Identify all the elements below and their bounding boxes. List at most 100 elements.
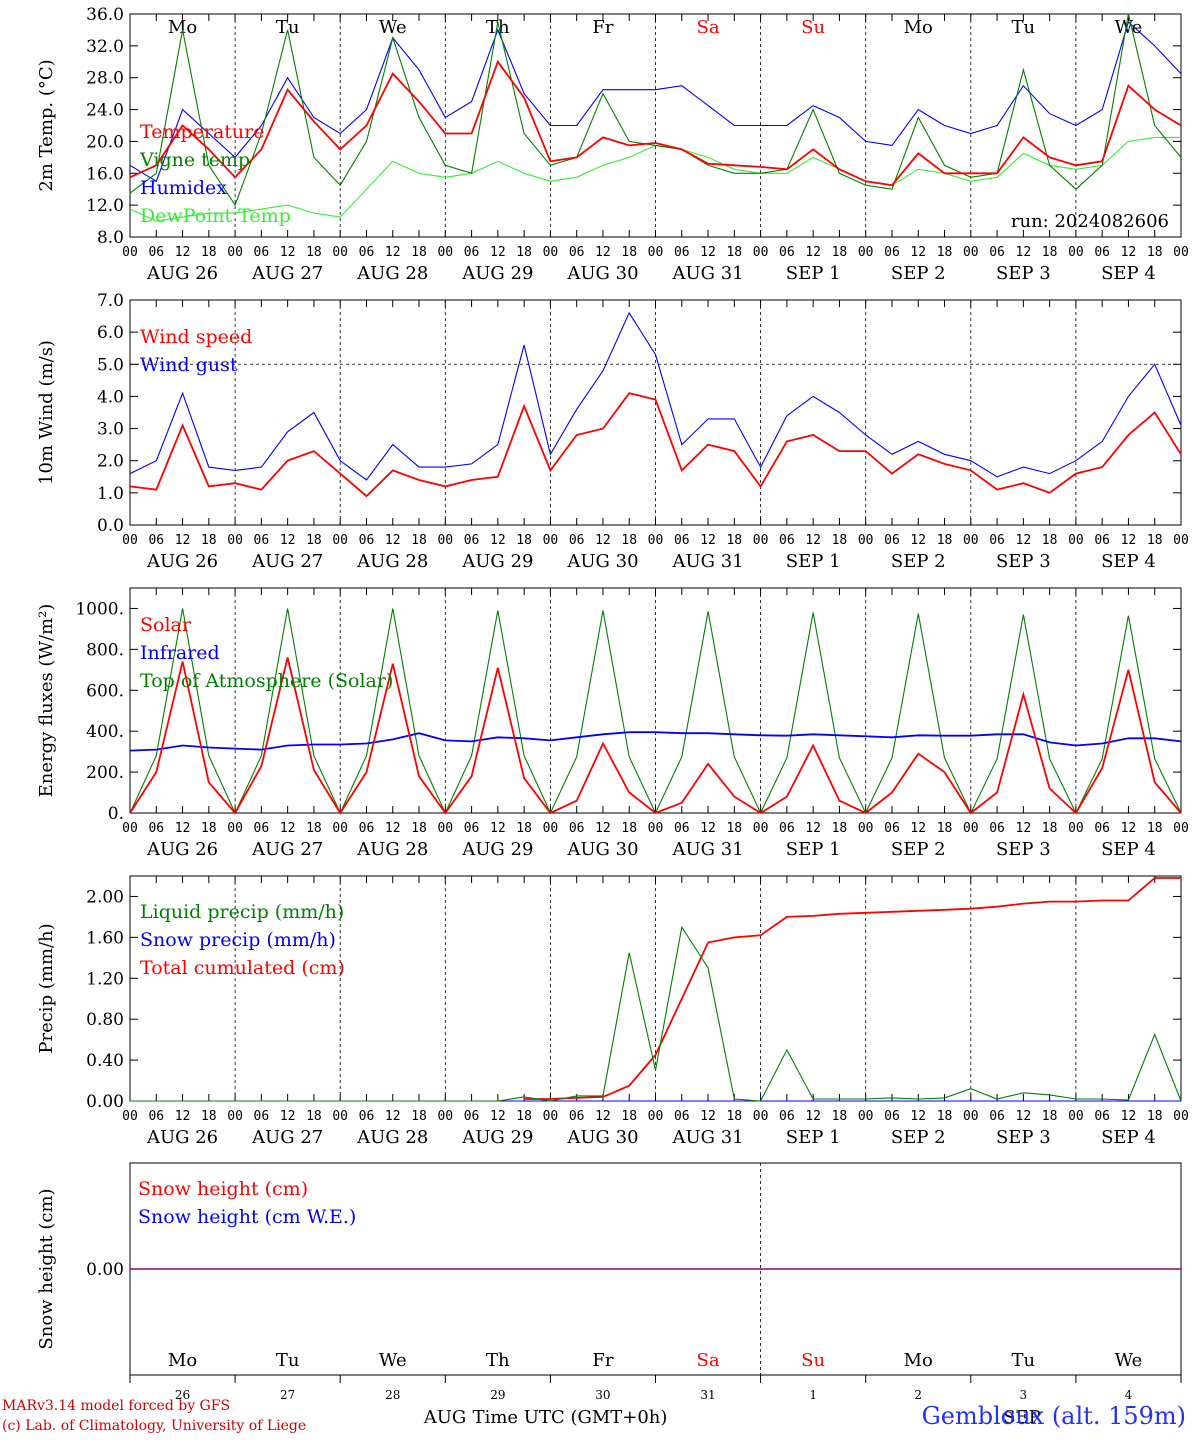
x-hour-label: 06 (464, 1109, 480, 1124)
series-line (129, 657, 1182, 815)
x-hour-label: 06 (1094, 1109, 1110, 1124)
x-hour-label: 18 (306, 821, 322, 836)
x-hour-label: 00 (753, 1109, 769, 1124)
x-date-label: AUG 29 (461, 263, 533, 284)
month-label: AUG (423, 1407, 467, 1428)
y-tick-label: 1.60 (86, 928, 124, 948)
x-date-label: AUG 29 (461, 551, 533, 572)
weekday-label: Mo (168, 1350, 197, 1371)
x-hour-label: 00 (1068, 245, 1084, 260)
x-hour-label: 00 (122, 245, 138, 260)
x-hour-label: 00 (122, 821, 138, 836)
y-tick-label: 1.0 (97, 484, 124, 504)
x-date-label: AUG 26 (146, 839, 218, 860)
weekday-label: Th (486, 1350, 510, 1371)
x-hour-label: 06 (674, 821, 690, 836)
weekday-label: Tu (1012, 1350, 1036, 1371)
x-hour-label: 06 (779, 245, 795, 260)
x-hour-label: 06 (884, 1109, 900, 1124)
x-hour-label: 00 (648, 1109, 664, 1124)
weekday-label: We (379, 1350, 407, 1371)
x-hour-label: 06 (674, 533, 690, 548)
x-hour-label: 18 (201, 245, 217, 260)
x-hour-label: 12 (175, 1109, 191, 1124)
y-tick-label: 0.00 (86, 1092, 124, 1112)
x-hour-label: 00 (753, 821, 769, 836)
x-hour-label: 06 (464, 245, 480, 260)
x-date-label: SEP 1 (786, 1127, 841, 1148)
series-line (524, 877, 1181, 1100)
x-date-label: AUG 29 (461, 839, 533, 860)
x-hour-label: 00 (858, 821, 874, 836)
x-hour-label: 12 (1121, 1109, 1137, 1124)
x-hour-label: 18 (726, 533, 742, 548)
y-tick-label: 1.20 (86, 969, 124, 989)
x-hour-label: 06 (884, 821, 900, 836)
x-hour-label: 12 (700, 821, 716, 836)
x-hour-label: 06 (674, 1109, 690, 1124)
x-hour-label: 06 (989, 533, 1005, 548)
weekday-label: Fr (592, 1350, 613, 1371)
x-hour-label: 06 (254, 1109, 270, 1124)
x-hour-label: 00 (753, 533, 769, 548)
x-hour-label: 06 (254, 245, 270, 260)
x-hour-label: 00 (963, 821, 979, 836)
x-date-label: SEP 2 (891, 551, 946, 572)
weekday-label: Sa (697, 17, 720, 38)
x-hour-label: 12 (595, 245, 611, 260)
x-hour-label: 12 (490, 533, 506, 548)
x-hour-label: 12 (595, 533, 611, 548)
x-date-label: AUG 26 (146, 551, 218, 572)
x-hour-label: 18 (201, 1109, 217, 1124)
x-hour-label: 06 (989, 245, 1005, 260)
x-hour-label: 12 (175, 821, 191, 836)
x-hour-label: 18 (1042, 821, 1058, 836)
y-axis-label: 10m Wind (m/s) (36, 340, 57, 485)
x-hour-label: 06 (359, 1109, 375, 1124)
x-hour-label: 18 (621, 245, 637, 260)
x-hour-label: 00 (543, 1109, 559, 1124)
y-tick-label: 8.0 (97, 228, 124, 248)
run-annotation: run: 2024082606 (1011, 211, 1169, 232)
legend-entry: DewPoint Temp (140, 205, 291, 227)
x-hour-label: 18 (937, 1109, 953, 1124)
x-date-label: AUG 26 (146, 263, 218, 284)
x-hour-label: 00 (858, 1109, 874, 1124)
x-hour-label: 06 (1094, 245, 1110, 260)
x-hour-label: 18 (306, 533, 322, 548)
x-hour-label: 12 (1121, 245, 1137, 260)
x-hour-label: 00 (1068, 1109, 1084, 1124)
y-tick-label: 400. (86, 722, 124, 742)
x-date-label: AUG 27 (251, 551, 323, 572)
panel-frame (129, 587, 1182, 814)
legend-entry: Temperature (140, 121, 264, 143)
legend-entry: Solar (140, 614, 192, 636)
x-date-label: SEP 3 (996, 551, 1051, 572)
y-tick-label: 4.0 (97, 387, 124, 407)
x-hour-label: 06 (359, 821, 375, 836)
x-hour-label: 12 (385, 821, 401, 836)
x-date-label: SEP 3 (996, 263, 1051, 284)
x-hour-label: 12 (700, 533, 716, 548)
x-hour-label: 18 (516, 245, 532, 260)
x-hour-label: 00 (332, 245, 348, 260)
x-hour-label: 00 (963, 1109, 979, 1124)
weekday-label: Mo (904, 1350, 933, 1371)
x-hour-label: 18 (937, 533, 953, 548)
x-hour-label: 00 (227, 245, 243, 260)
y-tick-label: 36.0 (86, 5, 124, 25)
model-credit: MARv3.14 model forced by GFS (2, 1398, 231, 1414)
x-hour-label: 18 (937, 245, 953, 260)
x-hour-label: 06 (779, 1109, 795, 1124)
x-date-label: SEP 4 (1101, 551, 1156, 572)
weekday-label: We (1115, 17, 1143, 38)
x-hour-label: 12 (805, 533, 821, 548)
x-hour-label: 00 (1173, 821, 1189, 836)
x-hour-label: 00 (963, 245, 979, 260)
x-hour-label: 12 (910, 821, 926, 836)
x-hour-label: 12 (490, 245, 506, 260)
x-hour-label: 12 (280, 245, 296, 260)
x-hour-label: 00 (543, 533, 559, 548)
x-date-label: SEP 2 (891, 1127, 946, 1148)
x-hour-label: 00 (122, 533, 138, 548)
